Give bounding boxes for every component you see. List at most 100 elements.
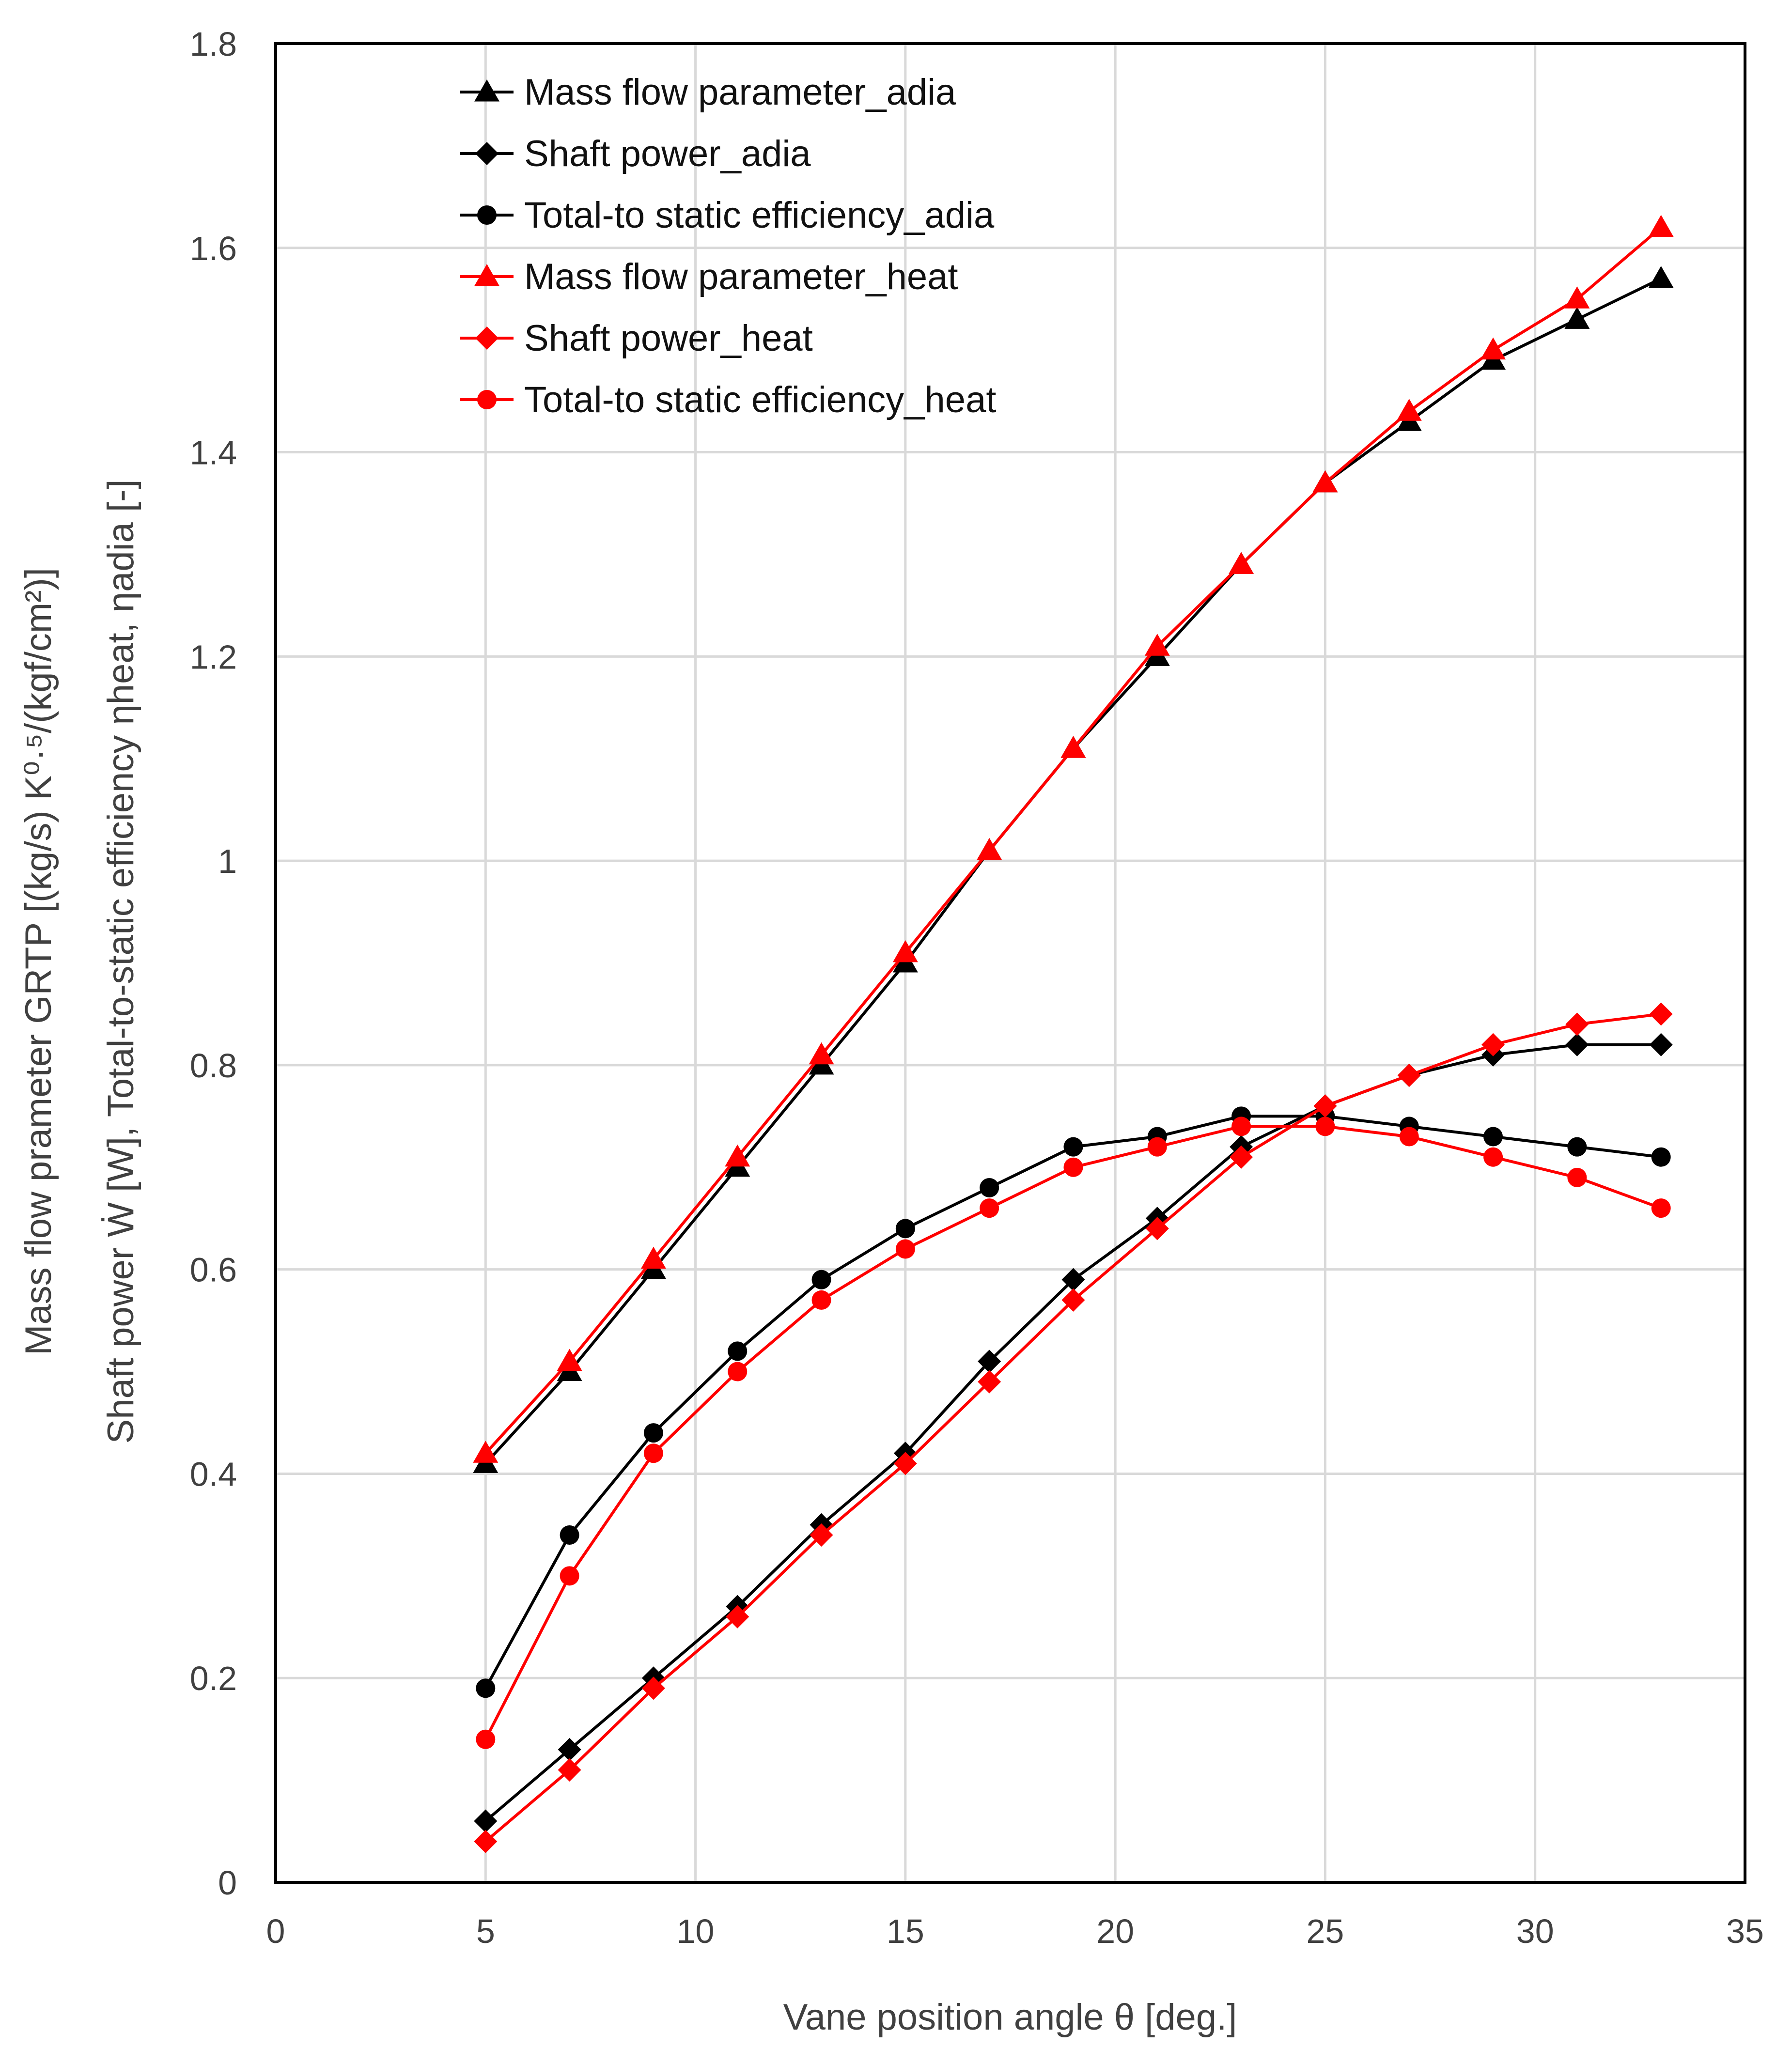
data-point-total-to-static-efficiency-adia bbox=[1063, 1137, 1083, 1157]
series-layer bbox=[473, 215, 1674, 1853]
data-point-mass-flow-parameter-heat bbox=[1396, 399, 1422, 421]
x-tick-label: 10 bbox=[677, 1912, 715, 1950]
data-point-mass-flow-parameter-heat bbox=[557, 1349, 582, 1371]
y-tick-label: 1.2 bbox=[190, 638, 237, 676]
data-point-mass-flow-parameter-heat bbox=[809, 1042, 834, 1065]
data-point-total-to-static-efficiency-adia bbox=[895, 1219, 915, 1239]
data-point-total-to-static-efficiency-heat bbox=[728, 1362, 748, 1381]
x-tick-label: 5 bbox=[476, 1912, 495, 1950]
data-point-total-to-static-efficiency-adia bbox=[980, 1178, 999, 1197]
data-point-shaft-power-heat bbox=[810, 1523, 833, 1547]
data-point-total-to-static-efficiency-heat bbox=[1063, 1157, 1083, 1177]
legend-marker bbox=[474, 264, 499, 286]
data-point-shaft-power-heat bbox=[1649, 1002, 1673, 1026]
legend-label: Mass flow parameter_adia bbox=[524, 72, 956, 113]
y-tick-label: 0.8 bbox=[190, 1047, 237, 1085]
data-point-total-to-static-efficiency-heat bbox=[1483, 1147, 1503, 1167]
data-point-shaft-power-adia bbox=[474, 1809, 498, 1833]
data-point-shaft-power-adia bbox=[1649, 1033, 1673, 1056]
data-point-total-to-static-efficiency-heat bbox=[1231, 1117, 1251, 1136]
legend-item-shaft-power-heat: Shaft power_heat bbox=[460, 318, 813, 359]
data-point-mass-flow-parameter-heat bbox=[1648, 215, 1674, 237]
data-point-total-to-static-efficiency-adia bbox=[476, 1678, 496, 1698]
data-point-mass-flow-parameter-heat bbox=[1060, 736, 1086, 758]
data-point-total-to-static-efficiency-adia bbox=[728, 1341, 748, 1361]
data-point-total-to-static-efficiency-adia bbox=[1483, 1127, 1503, 1147]
legend: Mass flow parameter_adia Shaft power_adia… bbox=[460, 72, 996, 420]
data-point-shaft-power-heat bbox=[474, 1830, 498, 1853]
data-point-mass-flow-parameter-heat bbox=[1144, 634, 1170, 656]
x-tick-label: 0 bbox=[266, 1912, 285, 1950]
y-tick-label: 1 bbox=[218, 842, 237, 880]
data-point-shaft-power-adia bbox=[558, 1738, 581, 1761]
legend-label: Shaft power_adia bbox=[524, 133, 811, 174]
series-mass-flow-parameter-heat bbox=[473, 215, 1674, 1463]
legend-marker bbox=[477, 390, 497, 409]
y-tick-label: 0 bbox=[218, 1864, 237, 1902]
tick-labels: 0 0.2 0.4 0.6 0.8 1 1.2 1.4 1.6 1.8 0 5 10 15 20 25 30 35 bbox=[190, 25, 1764, 1950]
data-point-shaft-power-adia bbox=[1565, 1033, 1589, 1056]
data-point-shaft-power-adia bbox=[1061, 1268, 1085, 1291]
x-tick-label: 30 bbox=[1516, 1912, 1554, 1950]
plot-frame bbox=[274, 42, 1746, 1884]
data-point-total-to-static-efficiency-heat bbox=[476, 1729, 496, 1749]
data-point-shaft-power-heat bbox=[1565, 1012, 1589, 1036]
data-point-total-to-static-efficiency-adia bbox=[560, 1525, 579, 1545]
legend-item-mass-flow-parameter-heat: Mass flow parameter_heat bbox=[460, 256, 958, 297]
legend-marker bbox=[474, 79, 499, 102]
y-tick-label: 1.4 bbox=[190, 434, 237, 472]
y-tick-label: 0.6 bbox=[190, 1251, 237, 1289]
data-point-total-to-static-efficiency-heat bbox=[1315, 1117, 1335, 1136]
data-point-mass-flow-parameter-heat bbox=[892, 940, 918, 962]
legend-item-mass-flow-parameter-adia: Mass flow parameter_adia bbox=[460, 72, 956, 113]
legend-label: Total-to static efficiency_adia bbox=[524, 195, 995, 236]
data-point-mass-flow-parameter-adia bbox=[1564, 307, 1590, 329]
data-point-mass-flow-parameter-heat bbox=[473, 1441, 499, 1463]
series-line-total-to-static-efficiency-adia bbox=[484, 1115, 1662, 1689]
data-point-total-to-static-efficiency-heat bbox=[980, 1198, 999, 1218]
data-point-mass-flow-parameter-heat bbox=[1564, 286, 1590, 309]
data-point-shaft-power-heat bbox=[893, 1452, 917, 1475]
x-tick-label: 25 bbox=[1306, 1912, 1344, 1950]
data-point-total-to-static-efficiency-heat bbox=[1651, 1198, 1671, 1218]
data-point-shaft-power-heat bbox=[1061, 1288, 1085, 1312]
data-point-total-to-static-efficiency-heat bbox=[1399, 1127, 1419, 1147]
legend-marker bbox=[477, 205, 497, 225]
data-point-shaft-power-heat bbox=[1481, 1033, 1505, 1056]
x-axis-title: Vane position angle θ [deg.] bbox=[783, 1997, 1237, 2038]
data-point-shaft-power-heat bbox=[1230, 1145, 1253, 1169]
data-point-mass-flow-parameter-heat bbox=[640, 1246, 666, 1269]
legend-marker bbox=[475, 326, 499, 350]
data-point-mass-flow-parameter-heat bbox=[1229, 552, 1254, 574]
legend-item-total-to-static-efficiency-heat: Total-to static efficiency_heat bbox=[460, 379, 996, 420]
data-point-mass-flow-parameter-heat bbox=[1312, 470, 1338, 493]
legend-item-shaft-power-adia: Shaft power_adia bbox=[460, 133, 811, 174]
data-point-total-to-static-efficiency-heat bbox=[560, 1566, 579, 1586]
data-point-shaft-power-adia bbox=[978, 1350, 1001, 1373]
data-point-shaft-power-heat bbox=[1397, 1063, 1421, 1087]
series-total-to-static-efficiency-adia bbox=[476, 1106, 1671, 1698]
y-tick-label: 1.8 bbox=[190, 25, 237, 63]
data-point-total-to-static-efficiency-adia bbox=[811, 1270, 831, 1289]
x-tick-label: 15 bbox=[887, 1912, 924, 1950]
data-point-total-to-static-efficiency-heat bbox=[1147, 1137, 1167, 1157]
x-tick-label: 35 bbox=[1726, 1912, 1764, 1950]
series-total-to-static-efficiency-heat bbox=[476, 1117, 1671, 1749]
legend-item-total-to-static-efficiency-adia: Total-to static efficiency_adia bbox=[460, 195, 995, 236]
y-tick-label: 0.4 bbox=[190, 1455, 237, 1493]
y-axis-title-line2: Shaft power Ẇ [W], Total-to-static effic… bbox=[100, 480, 141, 1444]
data-point-total-to-static-efficiency-heat bbox=[1567, 1167, 1587, 1187]
data-point-total-to-static-efficiency-adia bbox=[643, 1423, 663, 1443]
data-point-total-to-static-efficiency-adia bbox=[1651, 1147, 1671, 1167]
data-point-mass-flow-parameter-heat bbox=[725, 1144, 750, 1167]
data-point-shaft-power-heat bbox=[558, 1758, 581, 1782]
x-tick-label: 20 bbox=[1096, 1912, 1134, 1950]
legend-marker bbox=[475, 142, 499, 165]
legend-label: Total-to static efficiency_heat bbox=[524, 379, 996, 420]
data-point-shaft-power-heat bbox=[726, 1605, 749, 1629]
data-point-total-to-static-efficiency-heat bbox=[643, 1443, 663, 1463]
data-point-mass-flow-parameter-adia bbox=[1648, 266, 1674, 288]
data-point-total-to-static-efficiency-heat bbox=[811, 1290, 831, 1310]
y-tick-label: 1.6 bbox=[190, 230, 237, 267]
